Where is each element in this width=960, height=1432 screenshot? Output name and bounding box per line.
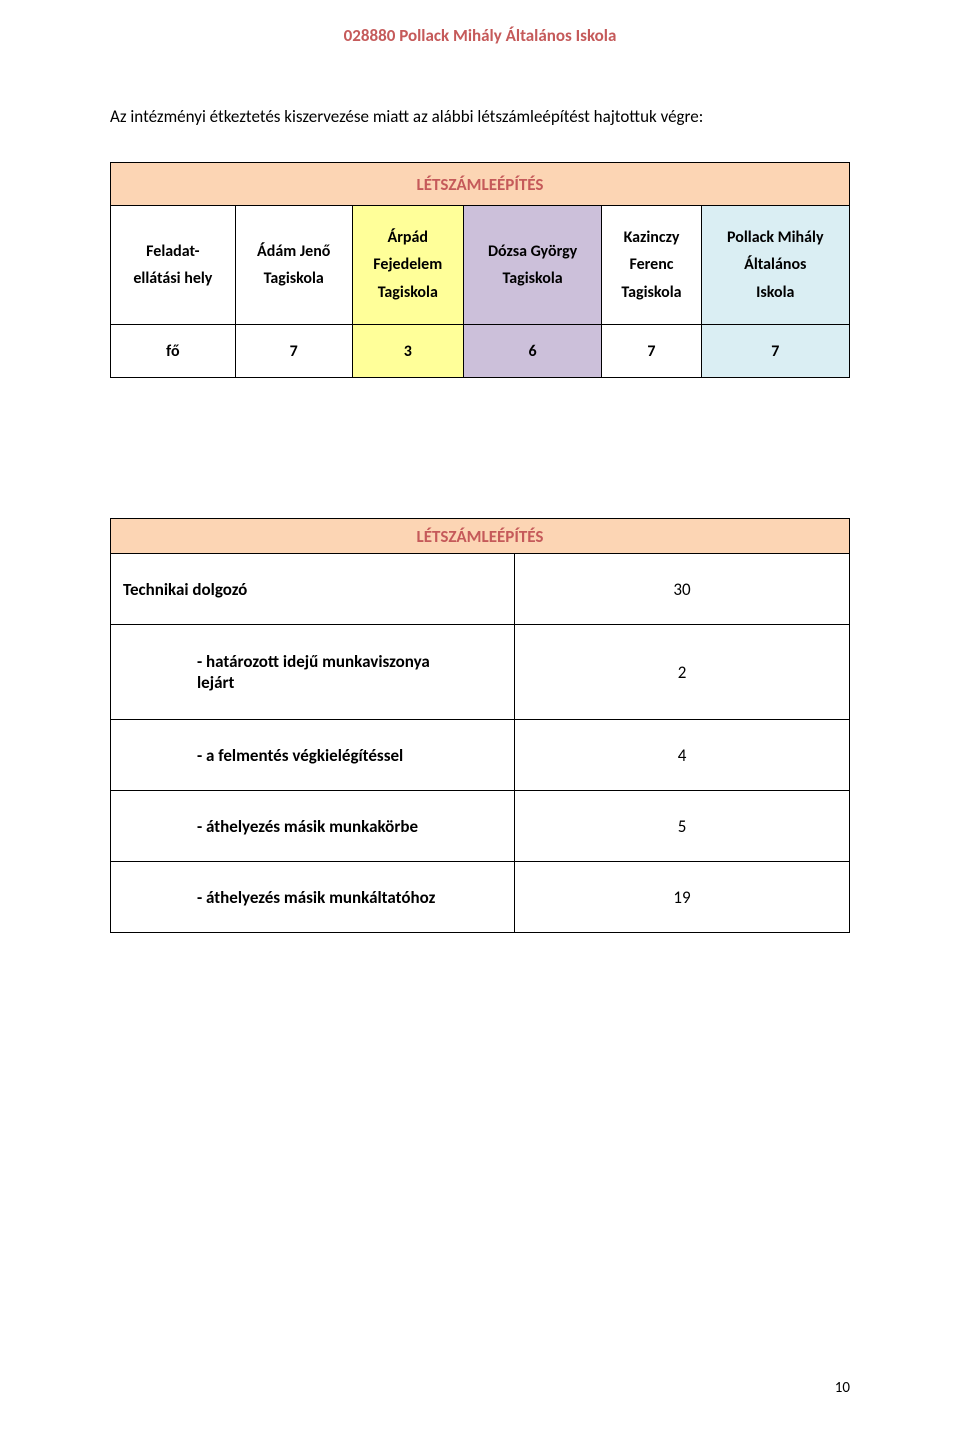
table2-row-3-value: 5 [515, 791, 850, 862]
table1-col-3: KazinczyFerencTagiskola [602, 206, 701, 325]
page: 028880 Pollack Mihály Általános Iskola A… [0, 0, 960, 1432]
table1-value-4: 7 [701, 325, 849, 378]
table-letszamleepites-schools: LÉTSZÁMLEÉPÍTÉS Feladat-ellátási hely Ád… [110, 162, 850, 378]
table2-row-2: - a felmentés végkielégítéssel4 [111, 720, 850, 791]
table2-row-4-label: - áthelyezés másik munkáltatóhoz [185, 862, 515, 933]
spacer [110, 378, 850, 518]
table1-col-2: Dózsa GyörgyTagiskola [463, 206, 602, 325]
table1-data-row: fő 7 3 6 7 7 [111, 325, 850, 378]
table1-col-0: Ádám JenőTagiskola [235, 206, 352, 325]
table2-row-4-indent [111, 862, 186, 933]
table2-row-2-label: - a felmentés végkielégítéssel [185, 720, 515, 791]
page-header: 028880 Pollack Mihály Általános Iskola [110, 25, 850, 46]
table2-row-4: - áthelyezés másik munkáltatóhoz19 [111, 862, 850, 933]
table2-row-1-indent [111, 625, 186, 720]
table2-row-0-value: 30 [515, 554, 850, 625]
table2-row-3-indent [111, 791, 186, 862]
table-letszamleepites-detail: LÉTSZÁMLEÉPÍTÉS Technikai dolgozó30- hat… [110, 518, 850, 933]
table2-row-1-value: 2 [515, 625, 850, 720]
table1-data-label: fő [111, 325, 236, 378]
table2-title: LÉTSZÁMLEÉPÍTÉS [111, 519, 850, 554]
table1-value-1: 3 [352, 325, 463, 378]
table2-row-2-value: 4 [515, 720, 850, 791]
page-number: 10 [835, 1379, 850, 1397]
table1-value-3: 7 [602, 325, 701, 378]
intro-paragraph: Az intézményi étkeztetés kiszervezése mi… [110, 106, 850, 127]
table1-value-2: 6 [463, 325, 602, 378]
table2-row-1-label: - határozott idejű munkaviszonyalejárt [185, 625, 515, 720]
table1-col-4: Pollack MihályÁltalánosIskola [701, 206, 849, 325]
table1-value-0: 7 [235, 325, 352, 378]
table2-row-3: - áthelyezés másik munkakörbe5 [111, 791, 850, 862]
table1-header-row: Feladat-ellátási hely Ádám JenőTagiskola… [111, 206, 850, 325]
header-text: 028880 Pollack Mihály Általános Iskola [344, 25, 617, 46]
table1-title: LÉTSZÁMLEÉPÍTÉS [111, 163, 850, 206]
table2-row-4-value: 19 [515, 862, 850, 933]
table2-row-0: Technikai dolgozó30 [111, 554, 850, 625]
table2-row-0-label: Technikai dolgozó [111, 554, 515, 625]
table1-rowlabel: Feladat-ellátási hely [111, 206, 236, 325]
table1-rowlabel-text: Feladat-ellátási hely [133, 242, 212, 288]
table2-row-3-label: - áthelyezés másik munkakörbe [185, 791, 515, 862]
table1-col-1: ÁrpádFejedelemTagiskola [352, 206, 463, 325]
table2-row-1: - határozott idejű munkaviszonyalejárt2 [111, 625, 850, 720]
table2-row-2-indent [111, 720, 186, 791]
